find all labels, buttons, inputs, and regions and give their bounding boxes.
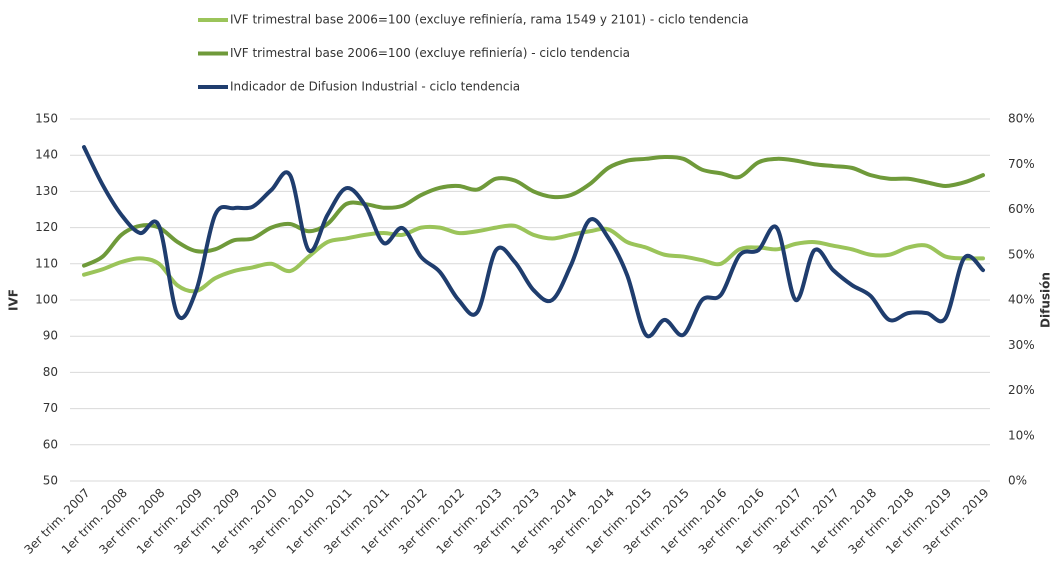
y2-tick-label: 10% <box>1008 428 1035 442</box>
series-line <box>82 154 985 268</box>
x-tick-label: 3er trim. 2008 <box>96 486 167 557</box>
x-tick-label: 3er trim. 2011 <box>321 486 392 557</box>
x-tick-label: 3er trim. 2012 <box>396 486 467 557</box>
y2-axis-label: Difusión <box>1039 272 1053 328</box>
x-tick-label: 1er trim. 2009 <box>134 486 205 557</box>
y-tick-label: 70 <box>43 401 58 415</box>
x-tick-label: 3er trim. 2007 <box>21 486 92 557</box>
x-tick-label: 1er trim. 2019 <box>883 486 954 557</box>
legend-label: Indicador de Difusion Industrial - ciclo… <box>230 80 520 94</box>
x-tick-label: 3er trim. 2019 <box>920 486 991 557</box>
y2-tick-label: 60% <box>1008 202 1035 216</box>
series-line <box>82 145 985 339</box>
y-tick-label: 130 <box>35 184 58 198</box>
legend-label: IVF trimestral base 2006=100 (excluye re… <box>230 13 749 27</box>
x-tick-label: 3er trim. 2010 <box>246 486 317 557</box>
y2-tick-label: 80% <box>1008 112 1035 126</box>
x-tick-label: 1er trim. 2013 <box>433 486 504 557</box>
y2-tick-label: 70% <box>1008 157 1035 171</box>
series-line <box>82 223 985 294</box>
y-tick-label: 80 <box>43 365 58 379</box>
x-tick-label: 3er trim. 2014 <box>546 486 617 557</box>
y-tick-label: 120 <box>35 220 58 234</box>
x-tick-label: 3er trim. 2016 <box>696 486 767 557</box>
y2-tick-label: 0% <box>1008 474 1027 488</box>
y-tick-label: 100 <box>35 293 58 307</box>
x-tick-label: 1er trim. 2008 <box>59 486 130 557</box>
x-tick-label: 3er trim. 2013 <box>471 486 542 557</box>
y2-tick-label: 40% <box>1008 293 1035 307</box>
x-tick-label: 3er trim. 2018 <box>846 486 917 557</box>
y-tick-label: 90 <box>43 329 58 343</box>
y2-tick-label: 20% <box>1008 383 1035 397</box>
y-tick-label: 110 <box>35 256 58 270</box>
x-tick-label: 1er trim. 2018 <box>808 486 879 557</box>
x-tick-label: 1er trim. 2012 <box>359 486 430 557</box>
y2-tick-label: 30% <box>1008 338 1035 352</box>
x-tick-label: 1er trim. 2014 <box>508 486 579 557</box>
x-tick-label: 3er trim. 2017 <box>771 486 842 557</box>
x-tick-label: 1er trim. 2016 <box>658 486 729 557</box>
y-tick-label: 50 <box>43 474 58 488</box>
x-tick-label: 1er trim. 2011 <box>284 486 355 557</box>
y2-tick-label: 50% <box>1008 247 1035 261</box>
y-tick-label: 60 <box>43 437 58 451</box>
x-tick-label: 3er trim. 2009 <box>171 486 242 557</box>
y-tick-label: 150 <box>35 112 58 126</box>
x-tick-label: 3er trim. 2015 <box>621 486 692 557</box>
y-axis-label: IVF <box>7 289 21 311</box>
x-tick-label: 1er trim. 2010 <box>209 486 280 557</box>
legend-label: IVF trimestral base 2006=100 (excluye re… <box>230 46 630 60</box>
x-tick-label: 1er trim. 2017 <box>733 486 804 557</box>
x-tick-label: 1er trim. 2015 <box>583 486 654 557</box>
y-tick-label: 140 <box>35 148 58 162</box>
